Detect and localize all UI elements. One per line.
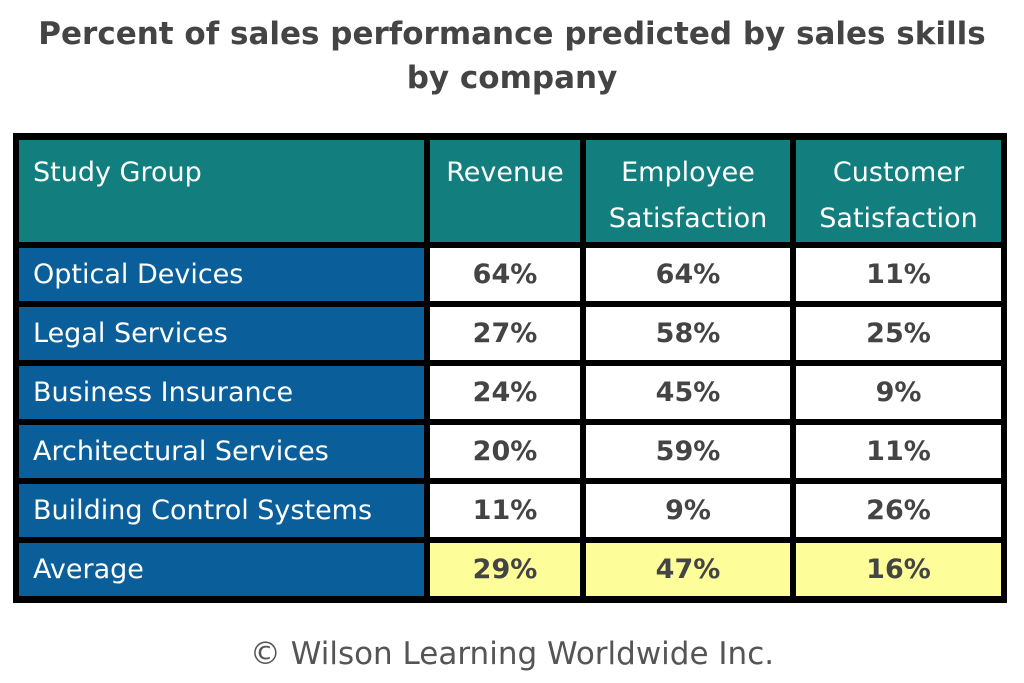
row-label: Business Insurance [19,366,424,419]
column-header: Employee Satisfaction [586,140,790,242]
table-cell: 58% [586,307,790,360]
table-cell: 47% [586,543,790,596]
table-cell: 26% [796,484,1001,537]
table-cell: 9% [586,484,790,537]
table-cell: 11% [796,425,1001,478]
table-cell: 20% [430,425,580,478]
table-cell: 29% [430,543,580,596]
table-cell: 16% [796,543,1001,596]
table-cell: 9% [796,366,1001,419]
table-cell: 24% [430,366,580,419]
table-cell: 45% [586,366,790,419]
row-label: Building Control Systems [19,484,424,537]
table-cell: 64% [586,248,790,301]
column-header: Customer Satisfaction [796,140,1001,242]
table-cell: 11% [430,484,580,537]
table-cell: 59% [586,425,790,478]
copyright: © Wilson Learning Worldwide Inc. [249,636,775,672]
table-cell: 27% [430,307,580,360]
table-cell: 11% [796,248,1001,301]
title-line-1: Percent of sales performance predicted b… [38,16,986,52]
table-cell: 64% [430,248,580,301]
row-label: Optical Devices [19,248,424,301]
row-label: Legal Services [19,307,424,360]
table-cell: 25% [796,307,1001,360]
row-label: Average [19,543,424,596]
chart-title: Percent of sales performance predicted b… [0,12,1024,100]
column-header: Study Group [19,140,424,242]
title-line-2: by company [406,60,618,96]
column-header: Revenue [430,140,580,242]
data-table: Study Group Revenue Employee Satisfaction C… [13,133,1007,603]
row-label: Architectural Services [19,425,424,478]
